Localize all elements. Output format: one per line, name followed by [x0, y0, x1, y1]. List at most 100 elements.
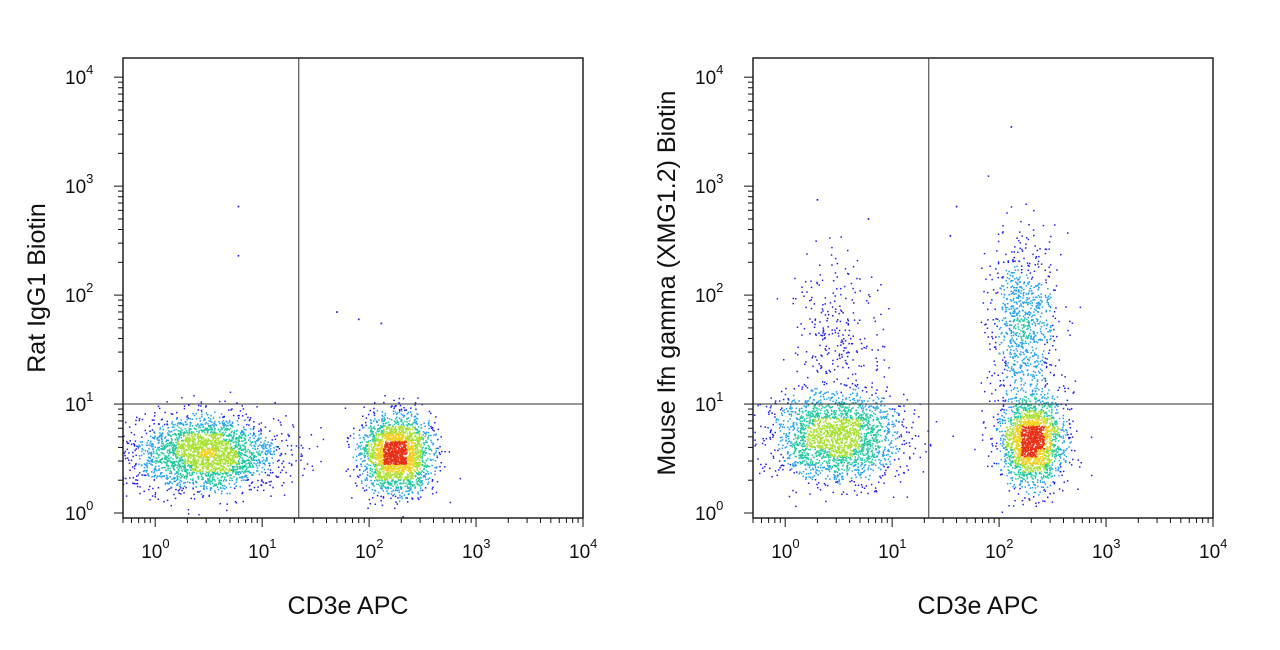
event-point [392, 433, 395, 435]
event-point [186, 460, 189, 462]
event-point [373, 434, 375, 437]
event-point [186, 418, 188, 421]
event-point [423, 468, 425, 471]
event-point [232, 461, 235, 464]
event-point [391, 453, 394, 456]
event-point [240, 454, 243, 457]
event-point [169, 480, 171, 483]
event-point [231, 421, 234, 424]
event-point [390, 462, 393, 465]
event-point [151, 464, 153, 466]
event-point [173, 426, 175, 428]
event-point [249, 418, 251, 421]
event-point [175, 444, 178, 446]
event-point [178, 446, 180, 448]
event-point [399, 454, 401, 457]
event-point [182, 439, 184, 442]
event-point [369, 456, 371, 458]
event-point [193, 414, 196, 417]
event-point [237, 441, 240, 443]
event-point [183, 449, 186, 452]
event-point [218, 416, 221, 419]
event-point [411, 472, 413, 474]
event-point [179, 423, 181, 425]
event-point [254, 454, 256, 457]
event-point [219, 479, 221, 482]
event-point [416, 463, 418, 465]
event-point [157, 423, 160, 425]
event-point [390, 453, 392, 455]
event-point [213, 451, 215, 453]
event-point [179, 459, 181, 461]
event-point [171, 461, 173, 463]
event-point [362, 470, 365, 472]
event-point [183, 485, 186, 487]
event-point [409, 462, 411, 465]
event-point [386, 487, 389, 489]
event-point [359, 453, 361, 456]
event-point [199, 454, 202, 456]
event-point [386, 425, 389, 427]
event-point [176, 455, 178, 458]
event-point [407, 467, 410, 470]
event-point [191, 437, 194, 440]
event-point [214, 448, 217, 451]
event-point [401, 439, 404, 442]
event-point [243, 461, 246, 464]
event-point [412, 458, 414, 460]
event-point [194, 444, 197, 446]
event-point [138, 446, 140, 448]
event-point [408, 466, 410, 468]
event-point [183, 444, 186, 446]
event-point [392, 425, 394, 428]
event-point [239, 448, 241, 450]
event-point [380, 475, 382, 477]
event-point [207, 458, 210, 460]
event-point [230, 454, 232, 457]
event-point [250, 458, 253, 461]
event-point [290, 449, 293, 451]
event-point [265, 436, 267, 439]
event-point [414, 486, 417, 488]
event-point [415, 462, 418, 464]
event-point [204, 433, 207, 435]
event-point [405, 449, 407, 451]
event-point [177, 482, 179, 485]
event-point [207, 474, 210, 477]
event-point [392, 438, 395, 441]
event-point [417, 442, 420, 444]
event-point [384, 444, 387, 447]
event-point [232, 472, 234, 474]
event-point [190, 457, 192, 459]
event-point [153, 461, 155, 463]
event-point [241, 460, 244, 462]
event-point [382, 468, 384, 471]
event-point [203, 442, 205, 444]
event-point [403, 463, 405, 465]
event-point [157, 405, 160, 408]
event-point [158, 465, 160, 467]
event-point [190, 435, 193, 437]
event-point [418, 449, 421, 452]
event-point [418, 445, 421, 447]
event-point [375, 448, 377, 450]
event-point [166, 439, 168, 441]
event-point [276, 446, 279, 448]
event-point [215, 447, 218, 449]
event-point [191, 430, 193, 433]
event-point [387, 446, 389, 448]
event-point [186, 462, 188, 464]
event-point [406, 418, 408, 421]
event-point [399, 465, 401, 468]
event-point [194, 463, 197, 465]
event-point [416, 483, 419, 485]
event-point [182, 424, 185, 426]
event-point [209, 426, 212, 428]
event-point [387, 421, 390, 423]
event-point [168, 445, 171, 447]
event-point [188, 431, 191, 434]
event-point [194, 435, 196, 437]
event-point [184, 463, 186, 465]
event-point [411, 491, 413, 493]
event-point [431, 464, 433, 467]
